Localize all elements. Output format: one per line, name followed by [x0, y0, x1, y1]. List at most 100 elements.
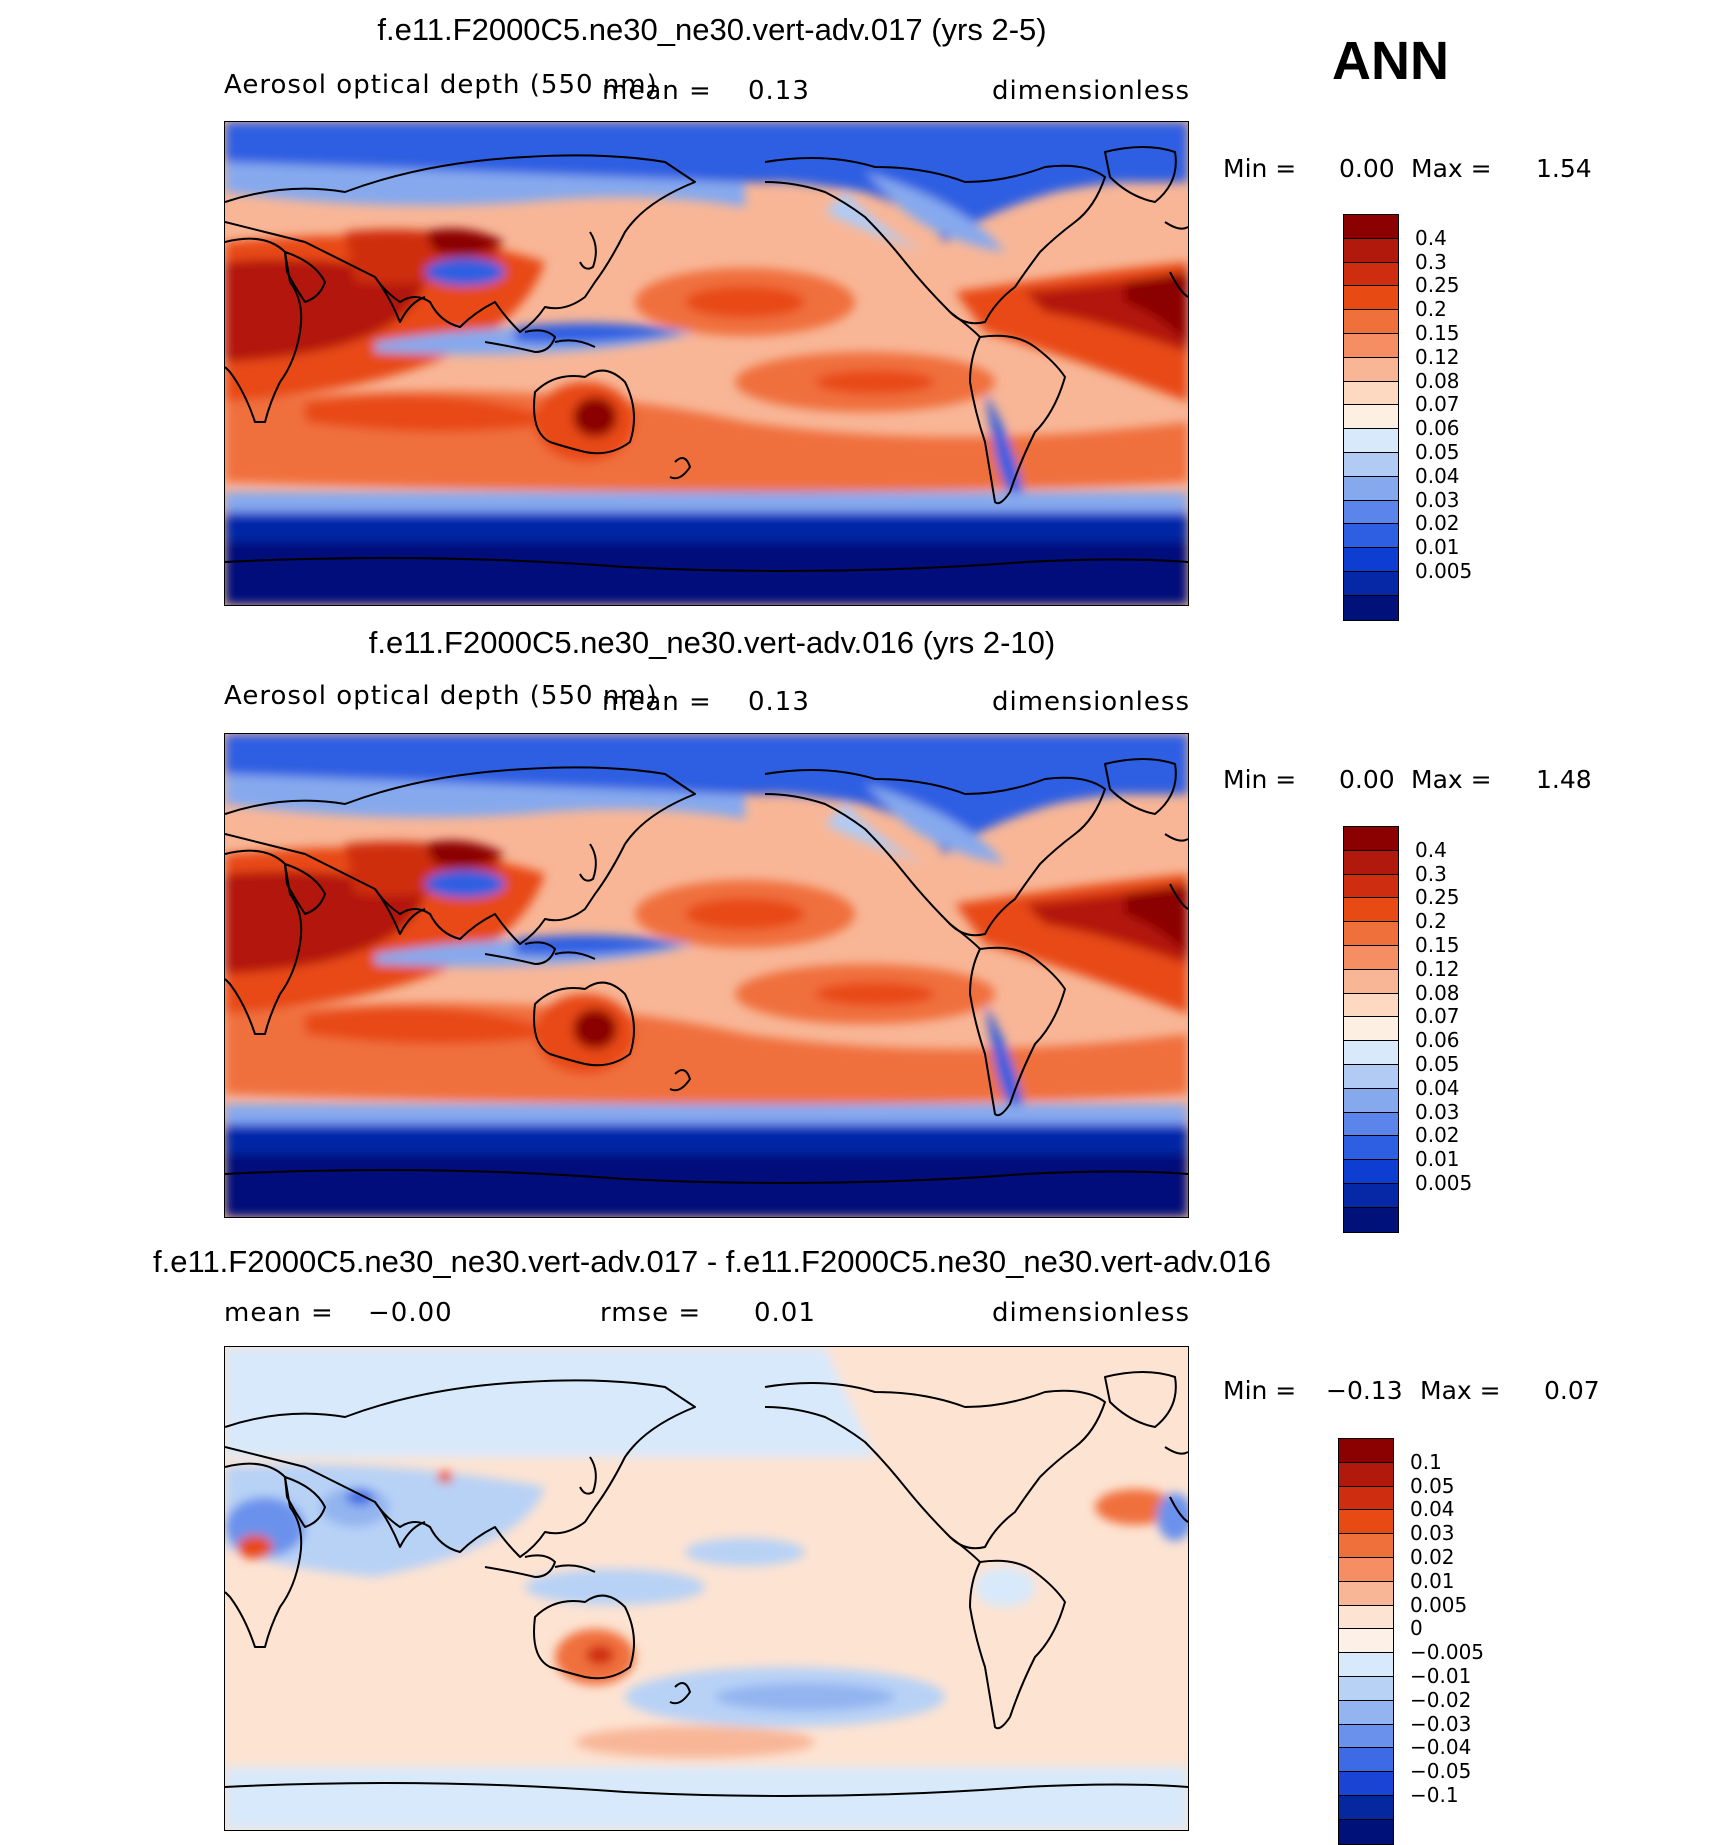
colorbar-tick-label: 0.02 — [1410, 1545, 1455, 1569]
colorbar-swatch — [1339, 1700, 1393, 1725]
colorbar-swatch — [1344, 850, 1398, 875]
panel-2-map — [224, 733, 1189, 1218]
colorbar-swatch — [1339, 1819, 1393, 1844]
panel-2-title: f.e11.F2000C5.ne30_ne30.vert-adv.016 (yr… — [368, 625, 1056, 660]
colorbar-tick-label: 0.12 — [1415, 956, 1460, 981]
colorbar-swatch — [1344, 898, 1398, 923]
colorbar-swatch — [1344, 476, 1398, 501]
panel-2-mean-value: 0.13 — [748, 687, 810, 717]
colorbar-swatch — [1344, 405, 1398, 430]
panel-2-min-value: 0.00 — [1339, 765, 1395, 794]
colorbar-swatch — [1344, 286, 1398, 311]
colorbar-tick-label: −0.1 — [1410, 1783, 1459, 1807]
colorbar-swatch — [1344, 1017, 1398, 1042]
colorbar-tick-label: 0.01 — [1410, 1568, 1455, 1593]
colorbar-tick-label: 0.2 — [1415, 297, 1447, 322]
panel-3-max-label: Max = — [1420, 1376, 1501, 1405]
colorbar-swatch — [1344, 524, 1398, 549]
colorbar-tick-label: 0.03 — [1415, 1099, 1460, 1124]
colorbar-tick-label: 0.07 — [1415, 1004, 1460, 1029]
panel-1-mean-label: mean = — [602, 76, 712, 106]
colorbar-tick-label: 0.02 — [1415, 511, 1460, 536]
panel-3-map-field — [225, 1347, 1188, 1830]
panel-3-units: dimensionless — [992, 1298, 1190, 1328]
colorbar-tick-label: 0.05 — [1415, 440, 1460, 464]
panel-3-max-value: 0.07 — [1544, 1376, 1600, 1405]
colorbar-swatch — [1344, 215, 1398, 239]
colorbar-tick-label: −0.03 — [1410, 1711, 1472, 1736]
colorbar-swatch — [1344, 969, 1398, 994]
panel-1-map-field — [225, 122, 1188, 605]
panel-3-mean-value: −0.00 — [368, 1298, 453, 1328]
colorbar-tick-label: −0.005 — [1410, 1640, 1485, 1665]
colorbar-swatch — [1344, 595, 1398, 620]
panel-3-title: f.e11.F2000C5.ne30_ne30.vert-adv.017 - f… — [153, 1244, 1271, 1279]
colorbar-tick-label: 0.15 — [1415, 321, 1460, 345]
colorbar-tick-label: 0.04 — [1410, 1497, 1455, 1522]
colorbar-swatch — [1344, 548, 1398, 572]
colorbar-tick-label: 0.05 — [1410, 1473, 1455, 1498]
panel-3-rmse-label: rmse = — [600, 1298, 702, 1328]
colorbar-tick-label: 0.4 — [1415, 837, 1447, 862]
colorbar-swatch — [1344, 993, 1398, 1018]
colorbar-tick-label: 0.08 — [1415, 980, 1460, 1005]
panel-1-colorbar — [1343, 214, 1399, 621]
colorbar-tick-label: −0.02 — [1410, 1687, 1472, 1712]
colorbar-swatch — [1339, 1510, 1393, 1535]
colorbar-tick-label: 0.005 — [1410, 1592, 1468, 1617]
colorbar-tick-label: 0.08 — [1415, 368, 1460, 393]
colorbar-swatch — [1344, 1112, 1398, 1137]
colorbar-swatch — [1344, 1207, 1398, 1232]
panel-2-max-label: Max = — [1411, 765, 1492, 794]
panel-3-min-label: Min = — [1223, 1376, 1297, 1405]
colorbar-swatch — [1339, 1772, 1393, 1796]
colorbar-tick-label: 0.005 — [1415, 1171, 1473, 1195]
panel-1-variable: Aerosol optical depth (550 nm) — [224, 70, 658, 100]
colorbar-swatch — [1339, 1534, 1393, 1558]
colorbar-swatch — [1344, 874, 1398, 899]
panel-2-variable: Aerosol optical depth (550 nm) — [224, 681, 658, 711]
panel-1-units: dimensionless — [992, 76, 1190, 106]
panel-1-mean-value: 0.13 — [748, 76, 810, 106]
colorbar-swatch — [1344, 1160, 1398, 1184]
colorbar-swatch — [1344, 571, 1398, 596]
colorbar-swatch — [1339, 1676, 1393, 1701]
colorbar-swatch — [1344, 1088, 1398, 1113]
colorbar-tick-label: 0.05 — [1415, 1052, 1460, 1076]
colorbar-tick-label: 0.005 — [1415, 559, 1473, 583]
panel-2-colorbar — [1343, 826, 1399, 1233]
colorbar-swatch — [1339, 1557, 1393, 1582]
panel-2-map-field — [225, 734, 1188, 1217]
colorbar-tick-label: 0 — [1410, 1616, 1423, 1641]
colorbar-swatch — [1339, 1748, 1393, 1773]
panel-2-units: dimensionless — [992, 687, 1190, 717]
panel-2-min-label: Min = — [1223, 765, 1297, 794]
season-label: ANN — [1332, 31, 1449, 91]
colorbar-swatch — [1339, 1462, 1393, 1487]
colorbar-tick-label: 0.3 — [1415, 249, 1447, 274]
colorbar-swatch — [1339, 1724, 1393, 1749]
colorbar-tick-label: 0.2 — [1415, 909, 1447, 934]
colorbar-swatch — [1339, 1795, 1393, 1820]
panel-1-title: f.e11.F2000C5.ne30_ne30.vert-adv.017 (yr… — [377, 12, 1047, 47]
colorbar-tick-label: −0.05 — [1410, 1759, 1472, 1784]
colorbar-swatch — [1344, 262, 1398, 287]
colorbar-swatch — [1344, 1064, 1398, 1089]
colorbar-swatch — [1344, 357, 1398, 382]
colorbar-tick-label: 0.02 — [1415, 1123, 1460, 1148]
colorbar-tick-label: 0.06 — [1415, 416, 1460, 441]
colorbar-swatch — [1344, 1136, 1398, 1161]
colorbar-swatch — [1339, 1629, 1393, 1654]
colorbar-tick-label: 0.01 — [1415, 1147, 1460, 1172]
colorbar-swatch — [1344, 310, 1398, 334]
colorbar-tick-label: 0.4 — [1415, 225, 1447, 250]
colorbar-swatch — [1344, 238, 1398, 263]
colorbar-swatch — [1339, 1486, 1393, 1511]
panel-3-mean-label: mean = — [224, 1298, 334, 1328]
panel-1-min-label: Min = — [1223, 154, 1297, 183]
colorbar-swatch — [1339, 1581, 1393, 1606]
panel-1-max-label: Max = — [1411, 154, 1492, 183]
colorbar-swatch — [1344, 452, 1398, 477]
panel-3-colorbar — [1338, 1438, 1394, 1845]
colorbar-swatch — [1344, 333, 1398, 358]
